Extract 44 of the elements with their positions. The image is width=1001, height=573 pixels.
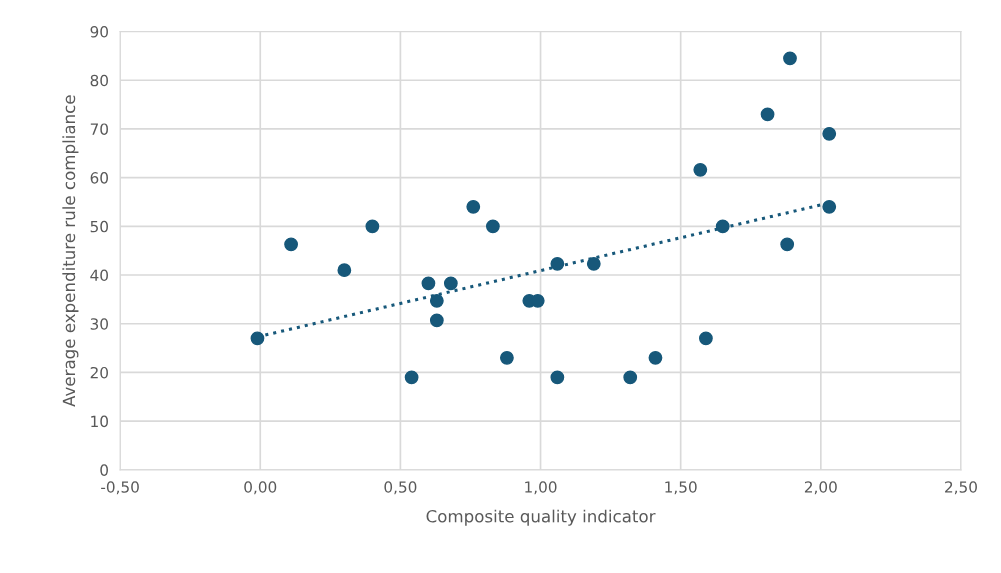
point — [404, 370, 419, 385]
point — [715, 219, 730, 234]
point — [421, 276, 436, 291]
point — [648, 350, 663, 365]
y-tick-label: 40 — [90, 269, 108, 282]
y-tick-label: 60 — [90, 172, 108, 184]
y-tick-label: 70 — [90, 123, 108, 135]
y-tick-label: 90 — [90, 25, 108, 38]
point — [485, 219, 500, 234]
y-tick-label: 0 — [100, 464, 108, 476]
point — [822, 126, 837, 141]
y-tick-label: 50 — [90, 220, 108, 233]
point — [337, 263, 352, 278]
x-tick-label: 1,50 — [665, 481, 697, 495]
point — [466, 199, 481, 214]
y-tick-label: 10 — [91, 415, 108, 428]
x-tick-label: 2,50 — [945, 481, 977, 495]
y-axis-title: Average expenditure rule compliance — [62, 95, 79, 407]
point — [429, 293, 444, 308]
point — [500, 350, 514, 365]
x-tick-label: 2,00 — [804, 481, 837, 495]
point — [783, 51, 797, 66]
point — [780, 237, 795, 252]
point — [284, 237, 298, 252]
x-axis-title: Composite quality indicator — [426, 509, 656, 526]
x-tick-label: 1,00 — [525, 481, 557, 495]
point — [550, 370, 565, 385]
x-tick-label: 0,00 — [244, 481, 277, 495]
point — [550, 256, 565, 271]
point — [586, 256, 601, 271]
point — [693, 162, 708, 177]
point — [623, 370, 638, 385]
point — [429, 313, 444, 328]
point — [365, 219, 380, 234]
point — [250, 331, 265, 346]
point — [443, 276, 458, 291]
point — [822, 199, 837, 214]
y-tick-label: 30 — [90, 318, 108, 330]
point — [698, 331, 713, 346]
x-tick-label: 0,50 — [384, 481, 417, 495]
y-tick-label: 80 — [90, 74, 108, 87]
point — [760, 107, 775, 122]
y-tick-label: 20 — [90, 366, 108, 379]
x-tick-label: -0,50 — [101, 481, 139, 495]
